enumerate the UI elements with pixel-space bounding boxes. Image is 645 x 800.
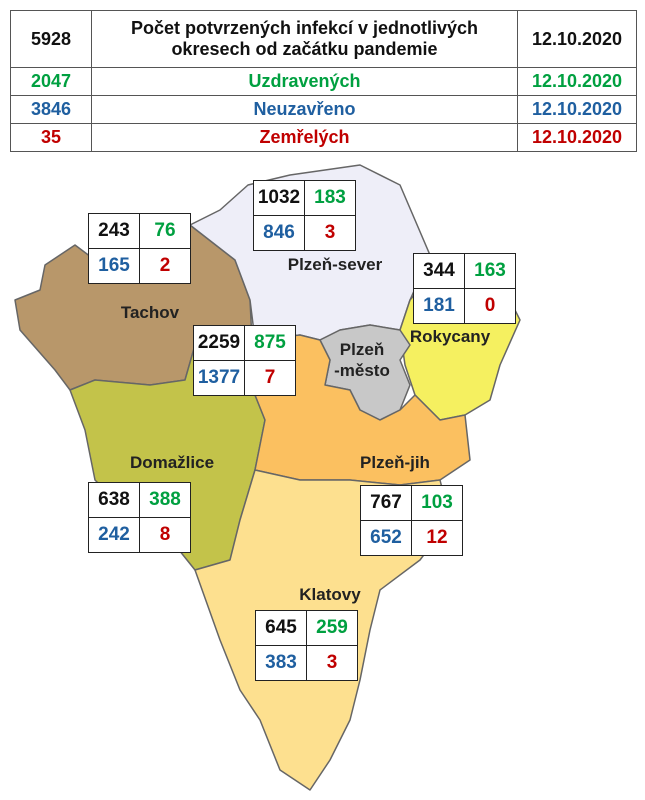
- district-name: Tachov: [121, 303, 180, 322]
- recovered: 259: [306, 610, 358, 646]
- district-stats: 767 103 652 12: [360, 485, 463, 556]
- district-stats: 645 259 383 3: [255, 610, 358, 681]
- open: 242: [88, 517, 140, 553]
- open: 652: [360, 520, 412, 556]
- open: 383: [255, 645, 307, 681]
- confirmed: 2259: [193, 325, 245, 361]
- recovered: 103: [411, 485, 463, 521]
- district-name: Rokycany: [410, 327, 491, 346]
- deaths: 2: [139, 248, 191, 284]
- deaths: 7: [244, 360, 296, 396]
- district-name: Plzeň: [340, 340, 384, 359]
- district-name: Plzeň-jih: [360, 453, 430, 472]
- label: Neuzavřeno: [91, 95, 518, 124]
- recovered: 388: [139, 482, 191, 518]
- district-stats: 344 163 181 0: [413, 253, 516, 324]
- confirmed: 645: [255, 610, 307, 646]
- district-name: Domažlice: [130, 453, 214, 472]
- district-name: Klatovy: [299, 585, 361, 604]
- confirmed: 638: [88, 482, 140, 518]
- recovered: 875: [244, 325, 296, 361]
- district-stats: 243 76 165 2: [88, 213, 191, 284]
- district-stats: 2259 875 1377 7: [193, 325, 296, 396]
- district-stats: 638 388 242 8: [88, 482, 191, 553]
- deaths: 8: [139, 517, 191, 553]
- deaths: 3: [306, 645, 358, 681]
- recovered: 183: [304, 180, 356, 216]
- open: 181: [413, 288, 465, 324]
- confirmed: 1032: [253, 180, 305, 216]
- confirmed: 243: [88, 213, 140, 249]
- deaths: 3: [304, 215, 356, 251]
- recovered: 163: [464, 253, 516, 289]
- confirmed: 767: [360, 485, 412, 521]
- label: Zemřelých: [91, 123, 518, 152]
- recovered: 76: [139, 213, 191, 249]
- confirmed: 344: [413, 253, 465, 289]
- title: Počet potvrzených infekcí v jednotlivých…: [91, 10, 518, 68]
- total: 5928: [10, 10, 92, 68]
- district-name: Plzeň-sever: [288, 255, 383, 274]
- deaths: 12: [411, 520, 463, 556]
- date: 12.10.2020: [517, 123, 637, 152]
- deaths: 0: [464, 288, 516, 324]
- open: 165: [88, 248, 140, 284]
- district-name: -město: [334, 361, 390, 380]
- total: 2047: [10, 67, 92, 96]
- open: 846: [253, 215, 305, 251]
- date: 12.10.2020: [517, 10, 637, 68]
- total: 3846: [10, 95, 92, 124]
- open: 1377: [193, 360, 245, 396]
- total: 35: [10, 123, 92, 152]
- summary-table: 5928 Počet potvrzených infekcí v jednotli…: [10, 10, 637, 152]
- district-stats: 1032 183 846 3: [253, 180, 356, 251]
